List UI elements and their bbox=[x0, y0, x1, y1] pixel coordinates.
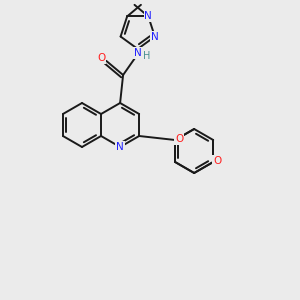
Text: H: H bbox=[143, 51, 150, 61]
Text: N: N bbox=[144, 11, 152, 21]
Text: N: N bbox=[116, 142, 124, 152]
Text: O: O bbox=[97, 53, 105, 63]
Text: N: N bbox=[134, 48, 142, 58]
Text: N: N bbox=[151, 32, 159, 41]
Text: O: O bbox=[175, 134, 183, 144]
Text: O: O bbox=[213, 156, 221, 166]
